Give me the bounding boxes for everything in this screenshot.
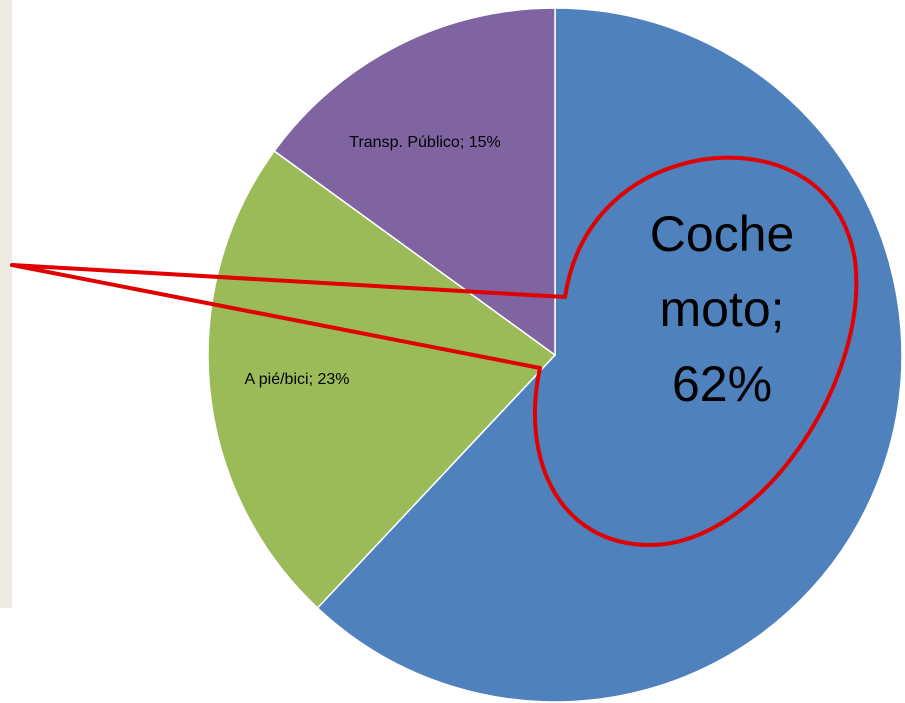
pie — [207, 7, 903, 703]
data-label: Transp. Público; 15% — [349, 134, 501, 151]
data-label: Coche moto; 62% — [649, 206, 795, 412]
data-label: A pié/bici; 23% — [244, 371, 350, 388]
pie-slice — [316, 7, 903, 703]
side-panel — [0, 0, 12, 608]
callout — [10, 155, 859, 547]
pie-slice — [273, 7, 556, 357]
pie-slice — [207, 149, 557, 610]
